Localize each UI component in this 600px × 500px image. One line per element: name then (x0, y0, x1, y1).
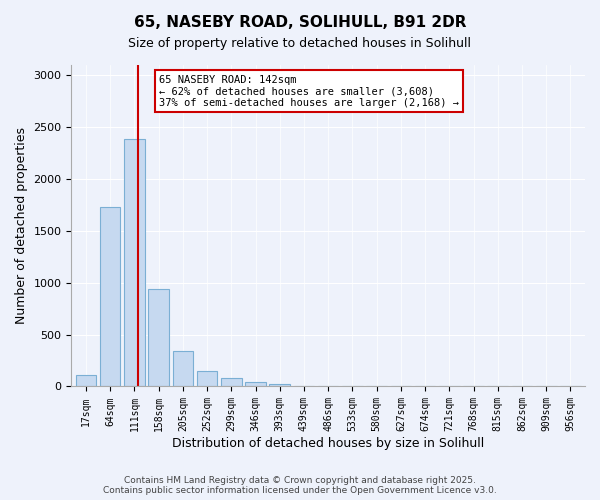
Bar (148, 289, 169, 386)
Bar (269, 384, 290, 386)
Bar (76, 375, 96, 386)
Y-axis label: Number of detached properties: Number of detached properties (15, 127, 28, 324)
Bar (100, 207, 121, 386)
X-axis label: Distribution of detached houses by size in Solihull: Distribution of detached houses by size … (172, 437, 484, 450)
Text: Size of property relative to detached houses in Solihull: Size of property relative to detached ho… (128, 38, 472, 51)
Bar (221, 378, 242, 386)
Bar (245, 382, 266, 386)
Bar (197, 371, 217, 386)
Text: 65, NASEBY ROAD, SOLIHULL, B91 2DR: 65, NASEBY ROAD, SOLIHULL, B91 2DR (134, 15, 466, 30)
Text: Contains HM Land Registry data © Crown copyright and database right 2025.
Contai: Contains HM Land Registry data © Crown c… (103, 476, 497, 495)
Bar (173, 351, 193, 386)
Text: 65 NASEBY ROAD: 142sqm
← 62% of detached houses are smaller (3,608)
37% of semi-: 65 NASEBY ROAD: 142sqm ← 62% of detached… (159, 74, 459, 108)
Bar (124, 138, 145, 386)
